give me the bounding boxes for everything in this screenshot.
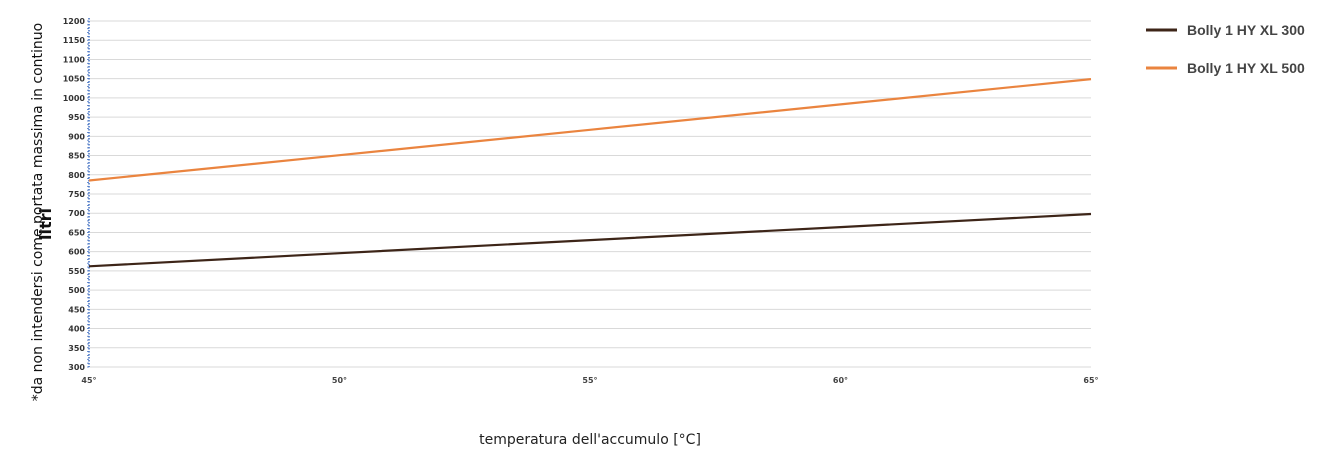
y-tick-label: 1200: [63, 17, 86, 26]
y-tick-label: 950: [68, 113, 85, 122]
x-tick-label: 65°: [1083, 376, 1098, 385]
y-tick-label: 550: [68, 267, 85, 276]
y-tick-label: 900: [68, 132, 85, 141]
y-tick-labels: 300 350 400 450 500 550 600 650 700 750 800 850 900 9…: [63, 17, 86, 372]
y-axis-label-group: litri: [36, 208, 55, 240]
series-line-1: [88, 212, 1092, 268]
y-tick-label: 1100: [63, 55, 86, 64]
y-tick-label: 800: [68, 171, 85, 180]
axes: [87, 18, 90, 368]
y-tick-label: 750: [68, 190, 85, 199]
y-axis-label: litri: [36, 208, 55, 240]
y-tick-label: 1000: [63, 94, 86, 103]
y-axis-note-group: *da non intendersi come portata massima …: [30, 23, 46, 401]
x-tick-label: 50°: [332, 376, 347, 385]
x-tick-label: 55°: [582, 376, 597, 385]
x-tick-labels: 45° 50° 55° 60° 65°: [81, 376, 1098, 385]
gridlines: [89, 20, 1091, 368]
series-line-2: [88, 78, 1092, 182]
y-tick-label: 600: [68, 248, 85, 257]
legend-label: Bolly 1 HY XL 500: [1187, 60, 1305, 76]
y-tick-label: 400: [68, 325, 85, 334]
y-tick-label: 300: [68, 363, 85, 372]
y-tick-label: 1150: [63, 36, 86, 45]
y-tick-label: 1050: [63, 75, 86, 84]
y-tick-label: 650: [68, 228, 85, 237]
y-tick-label: 500: [68, 286, 85, 295]
x-tick-label: 45°: [81, 376, 96, 385]
legend-label: Bolly 1 HY XL 300: [1187, 22, 1305, 38]
y-tick-label: 450: [68, 305, 85, 314]
x-tick-label: 60°: [833, 376, 848, 385]
y-tick-label: 350: [68, 344, 85, 353]
x-axis-label: temperatura dell'accumulo [°C]: [479, 432, 701, 448]
legend: Bolly 1 HY XL 300 Bolly 1 HY XL 500: [1146, 22, 1305, 76]
y-axis-note: *da non intendersi come portata massima …: [30, 23, 46, 401]
y-tick-label: 850: [68, 152, 85, 161]
series-lines: [88, 78, 1092, 268]
y-tick-label: 700: [68, 209, 85, 218]
